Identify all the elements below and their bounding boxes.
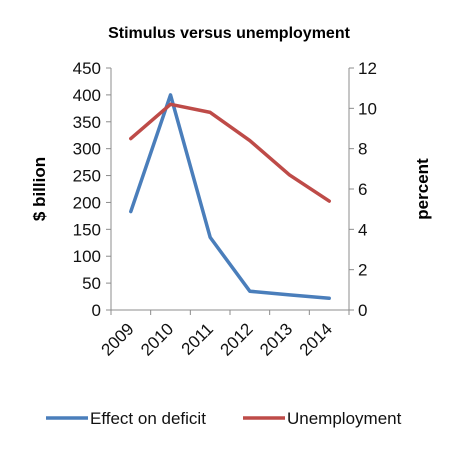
left-tick-label: 300 xyxy=(73,140,101,159)
axes: 0 50 100 150 200 250 300 350 400 450 0 2 4 6 8 10 12 2009… xyxy=(73,59,377,360)
chart-title: Stimulus versus unemployment xyxy=(108,25,351,42)
series-line-unemployment xyxy=(129,102,331,203)
right-axis-title: percent xyxy=(413,158,432,220)
right-tick-label: 2 xyxy=(358,261,367,280)
x-tick-label: 2014 xyxy=(296,319,336,359)
left-tick-label: 50 xyxy=(82,274,101,293)
right-tick-label: 8 xyxy=(358,140,367,159)
legend: Effect on deficit Unemployment xyxy=(46,409,402,428)
x-tick-label: 2012 xyxy=(216,319,256,359)
x-tick-label: 2010 xyxy=(137,319,177,359)
left-tick-label: 200 xyxy=(73,193,101,212)
left-tick-label: 450 xyxy=(73,59,101,78)
plot-lines xyxy=(129,93,331,300)
left-tick-label: 100 xyxy=(73,247,101,266)
left-tick-label: 400 xyxy=(73,86,101,105)
x-tick-label: 2011 xyxy=(178,319,217,358)
left-tick-label: 350 xyxy=(73,113,101,132)
right-tick-label: 10 xyxy=(358,99,377,118)
right-tick-label: 0 xyxy=(358,301,367,320)
legend-label: Unemployment xyxy=(287,409,402,428)
series-line-effect-on-deficit xyxy=(129,93,331,300)
right-tick-label: 12 xyxy=(358,59,377,78)
right-tick-label: 6 xyxy=(358,180,367,199)
right-tick-label: 4 xyxy=(358,220,367,239)
left-tick-label: 150 xyxy=(73,220,101,239)
left-tick-label: 0 xyxy=(92,301,101,320)
left-tick-label: 250 xyxy=(73,167,101,186)
x-tick-label: 2013 xyxy=(256,319,296,359)
left-axis-title: $ billion xyxy=(30,157,49,221)
x-tick-label: 2009 xyxy=(97,319,137,359)
legend-label: Effect on deficit xyxy=(90,409,206,428)
